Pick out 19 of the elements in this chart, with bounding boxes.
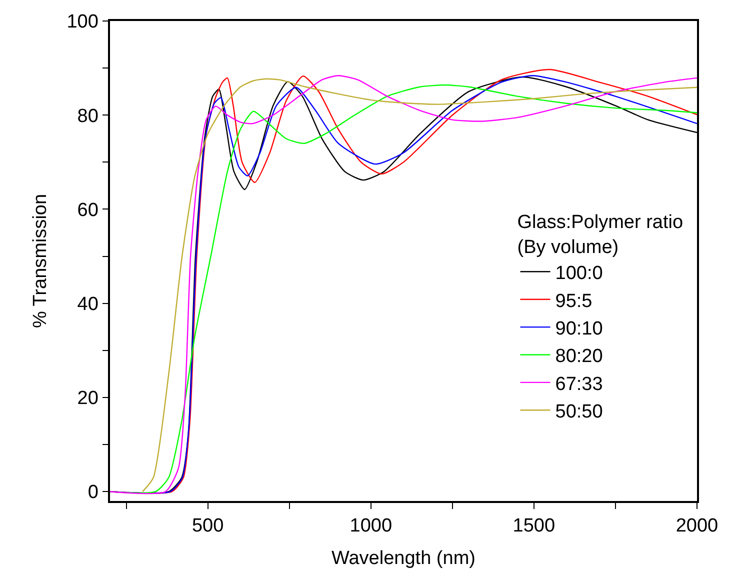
legend-label: 95:5 bbox=[555, 290, 592, 312]
y-tick-label: 0 bbox=[88, 482, 98, 504]
legend-label: 67:33 bbox=[555, 374, 603, 395]
x-tick-label: 1000 bbox=[350, 516, 392, 537]
legend-title: Glass:Polymer ratio (By volume) bbox=[517, 212, 684, 258]
y-tick-label: 20 bbox=[77, 388, 98, 410]
y-tick-label: 40 bbox=[77, 294, 98, 315]
y-tick-label: 80 bbox=[77, 106, 98, 127]
x-tick-label: 500 bbox=[192, 516, 224, 537]
legend-label: 100:0 bbox=[555, 263, 603, 284]
legend-label: 90:10 bbox=[555, 318, 603, 340]
x-tick-label: 2000 bbox=[676, 516, 718, 537]
legend-label: 50:50 bbox=[555, 402, 603, 423]
legend-label: 80:20 bbox=[555, 346, 603, 368]
y-tick-label: 100 bbox=[66, 12, 98, 33]
y-axis-title: % Transmission bbox=[30, 194, 52, 328]
x-tick-label: 1500 bbox=[512, 516, 556, 537]
x-axis-title: Wavelength (nm) bbox=[332, 548, 476, 569]
y-tick-label: 60 bbox=[77, 200, 98, 221]
